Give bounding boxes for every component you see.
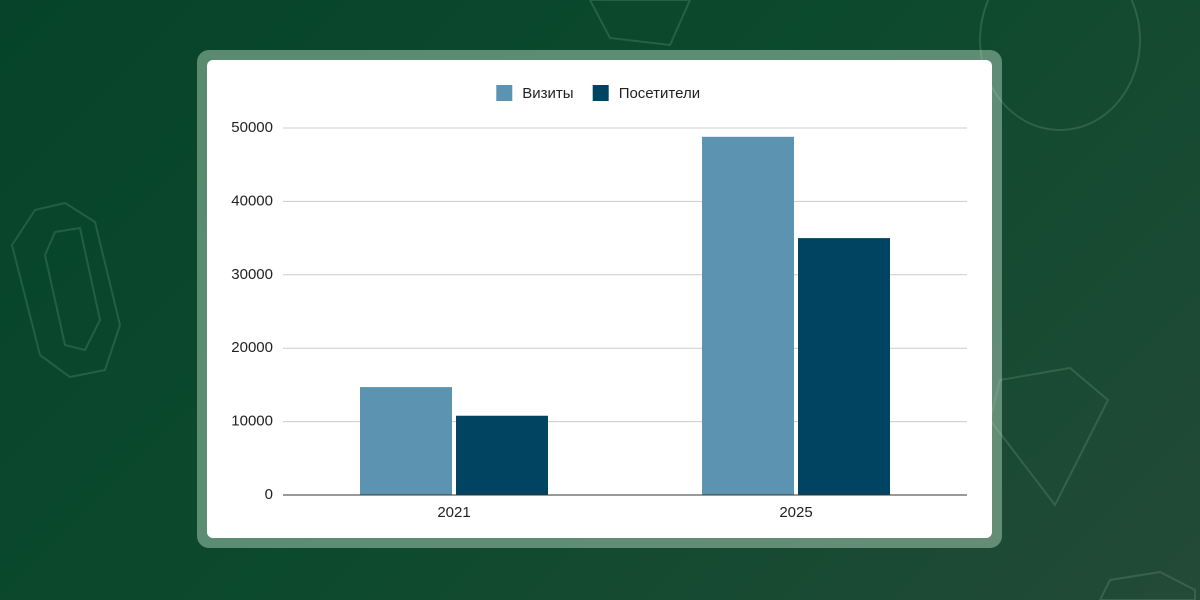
y-tick-label: 20000 (231, 339, 273, 356)
y-tick-label: 0 (265, 486, 273, 503)
ring-outline (979, 0, 1141, 131)
legend-swatch (496, 85, 513, 101)
y-tick-label: 30000 (231, 266, 273, 283)
gem-outline (1098, 570, 1196, 600)
bar (798, 238, 890, 495)
gem-outline (588, 0, 692, 47)
y-tick-label: 50000 (231, 119, 273, 136)
bar (702, 136, 794, 496)
y-tick-label: 10000 (231, 413, 273, 430)
legend-label: Посетители (619, 85, 700, 102)
y-tick-label: 40000 (231, 192, 273, 209)
gem-outline (43, 226, 102, 352)
bar (456, 415, 548, 495)
background-decoration (10, 0, 1196, 600)
legend-label: Визиты (522, 85, 573, 102)
gem-outline (988, 366, 1110, 507)
bar (360, 387, 452, 495)
legend-swatch (592, 85, 609, 101)
x-tick-label: 2021 (437, 504, 470, 521)
gem-outline (10, 201, 122, 379)
x-tick-label: 2025 (779, 504, 812, 521)
